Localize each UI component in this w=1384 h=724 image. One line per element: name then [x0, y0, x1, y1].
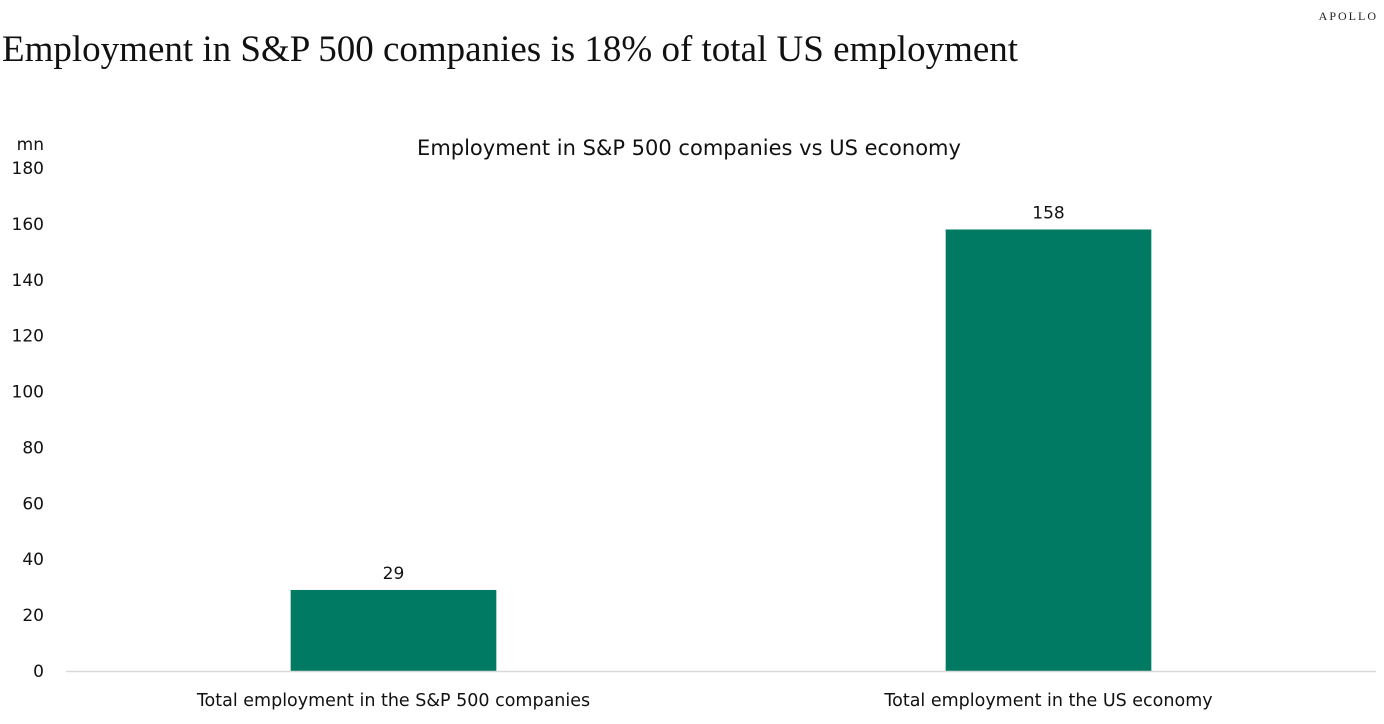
- x-category-label: Total employment in the US economy: [883, 691, 1212, 711]
- y-axis-unit-label: mn: [17, 135, 44, 155]
- x-category-label: Total employment in the S&P 500 companie…: [196, 691, 590, 711]
- y-tick-label: 140: [12, 271, 44, 291]
- y-tick-label: 180: [12, 159, 44, 179]
- brand-logo: APOLLO: [1318, 9, 1378, 23]
- bar: [945, 229, 1152, 671]
- y-tick-label: 20: [22, 606, 44, 626]
- page-headline: Employment in S&P 500 companies is 18% o…: [2, 29, 1019, 70]
- y-tick-label: 60: [22, 494, 44, 514]
- y-tick-label: 120: [12, 327, 44, 347]
- y-tick-label: 80: [22, 438, 44, 458]
- chart-title: Employment in S&P 500 companies vs US ec…: [417, 136, 961, 160]
- y-axis-ticks: 0 20 40 60 80 100 120 140 160 180: [12, 159, 44, 682]
- bar: [290, 589, 497, 671]
- bar-data-label: 158: [1032, 203, 1064, 223]
- y-tick-label: 0: [33, 662, 44, 682]
- y-tick-label: 100: [12, 383, 44, 403]
- bar-data-label: 29: [383, 564, 405, 584]
- bars-group: 29 158: [290, 203, 1152, 671]
- y-tick-label: 40: [22, 550, 44, 570]
- x-axis-labels: Total employment in the S&P 500 companie…: [196, 691, 1213, 711]
- y-tick-label: 160: [12, 215, 44, 235]
